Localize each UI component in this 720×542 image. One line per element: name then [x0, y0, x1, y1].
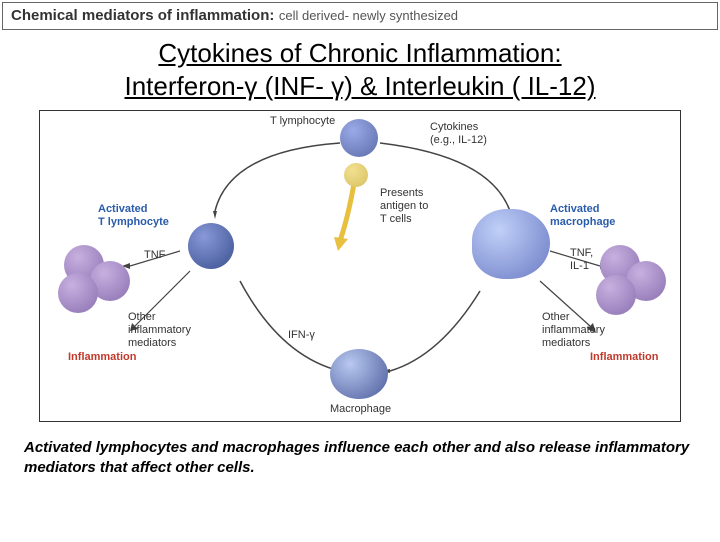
macrophage-cell — [330, 349, 388, 399]
label-cytokines: Cytokines (e.g., IL-12) — [430, 121, 487, 147]
header-box: Chemical mediators of inflammation: cell… — [2, 2, 718, 30]
diagram-panel: T lymphocyte Cytokines (e.g., IL-12) Act… — [39, 110, 681, 422]
label-activated-t: Activated T lymphocyte — [98, 203, 169, 229]
label-t-lymphocyte: T lymphocyte — [270, 115, 335, 128]
label-tnf-left: TNF — [144, 249, 165, 262]
label-other-right: Other inflammatory mediators — [542, 311, 605, 351]
label-inflam-left: Inflammation — [68, 351, 136, 364]
title-line2: Interferon-γ (INF- γ) & Interleukin ( IL… — [0, 71, 720, 102]
inflam-cluster-left-3 — [58, 273, 98, 313]
antigen-dot — [344, 163, 368, 187]
footer-text: Activated lymphocytes and macrophages in… — [0, 430, 720, 487]
label-tnf-right: TNF, IL-1 — [570, 247, 593, 273]
header-sub: cell derived- newly synthesized — [279, 8, 458, 23]
header-main: Chemical mediators of inflammation: — [11, 7, 274, 24]
title-line1: Cytokines of Chronic Inflammation: — [0, 38, 720, 69]
inflam-cluster-right-3 — [596, 275, 636, 315]
activated-t-cell — [188, 223, 234, 269]
label-activated-macro: Activated macrophage — [550, 203, 615, 229]
label-inflam-right: Inflammation — [590, 351, 658, 364]
t-lymphocyte-cell — [340, 119, 378, 157]
label-other-left: Other inflammatory mediators — [128, 311, 191, 351]
label-macrophage: Macrophage — [330, 403, 391, 416]
label-ifn: IFN-γ — [288, 329, 315, 342]
label-presents: Presents antigen to T cells — [380, 187, 428, 227]
